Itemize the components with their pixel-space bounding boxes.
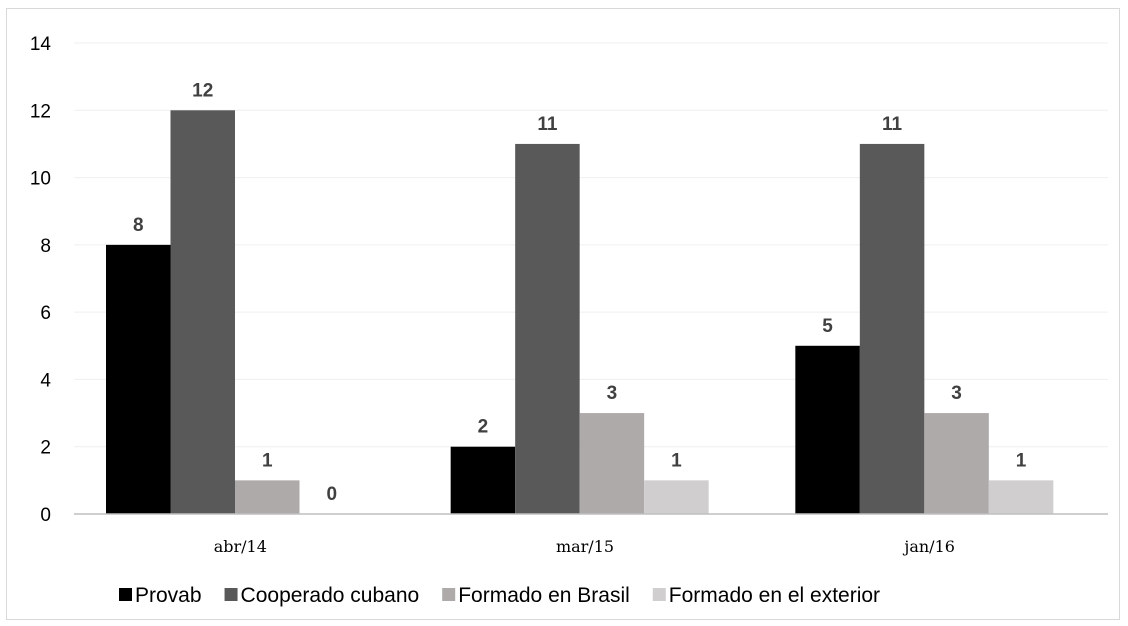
data-label: 0 [326, 484, 337, 505]
y-tick-label: 12 [30, 101, 51, 122]
data-label: 12 [192, 80, 213, 101]
bar [795, 345, 860, 514]
bar [515, 143, 580, 514]
legend-label: Formado en Brasil [458, 584, 630, 607]
y-tick-label: 4 [40, 370, 51, 391]
data-label: 3 [607, 383, 618, 404]
legend-label: Provab [135, 584, 202, 607]
bars [106, 110, 1054, 515]
bar [106, 244, 171, 514]
x-axis: abr/14 mar/15 jan/16 [74, 513, 1108, 556]
data-label: 1 [671, 450, 682, 471]
legend: Provab Cooperado cubano Formado en Brasil F… [119, 584, 880, 607]
bar [579, 413, 645, 514]
data-label: 1 [1016, 450, 1027, 471]
legend-swatch [224, 588, 238, 601]
y-tick-label: 8 [40, 236, 51, 257]
data-label: 11 [882, 114, 903, 135]
bar [170, 110, 235, 515]
y-tick-label: 10 [30, 169, 51, 190]
bar [450, 446, 516, 514]
x-tick-label: abr/14 [214, 537, 267, 556]
bar [924, 413, 989, 514]
y-tick-label: 6 [40, 303, 51, 324]
bar [859, 143, 925, 514]
legend-swatch [652, 588, 666, 601]
bar [644, 480, 709, 514]
legend-swatch [119, 588, 132, 601]
data-label: 2 [478, 417, 489, 438]
data-label: 3 [951, 383, 962, 404]
data-label: 11 [537, 114, 558, 135]
legend-label: Cooperado cubano [241, 584, 420, 607]
legend-label: Formado en el exterior [669, 584, 880, 607]
bar [988, 480, 1054, 514]
data-labels: 8 12 1 0 2 11 3 1 5 11 3 1 [133, 80, 1027, 505]
x-tick-label: jan/16 [902, 537, 955, 556]
bar [235, 480, 300, 514]
data-label: 1 [262, 450, 273, 471]
data-label: 5 [822, 316, 833, 337]
y-axis: 0 2 4 6 8 10 12 14 [30, 34, 52, 526]
data-label: 8 [133, 215, 144, 236]
chart-frame [6, 8, 1120, 620]
y-tick-label: 14 [30, 34, 52, 55]
y-tick-label: 2 [40, 438, 51, 459]
x-tick-label: mar/15 [556, 537, 614, 556]
legend-swatch [442, 588, 456, 601]
y-tick-label: 0 [40, 505, 51, 526]
